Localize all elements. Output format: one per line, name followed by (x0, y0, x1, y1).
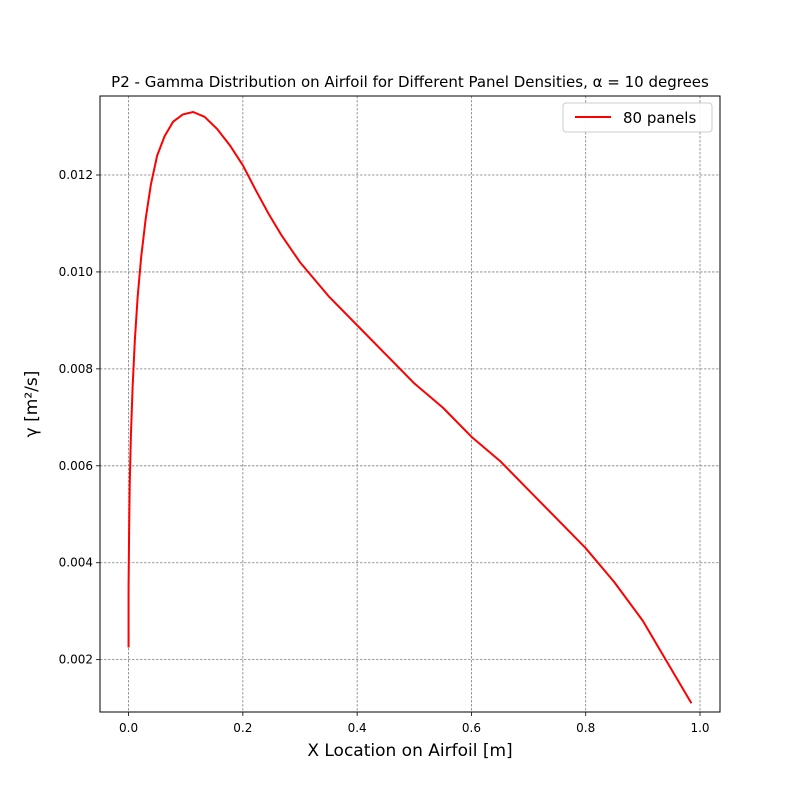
plot-frame (99, 95, 721, 713)
legend-box (562, 102, 713, 133)
x-tick-label: 0.4 (348, 721, 367, 735)
y-tick-label: 0.008 (59, 362, 93, 376)
x-tick-label: 0.0 (119, 721, 138, 735)
y-tick-label: 0.010 (59, 265, 93, 279)
x-axis: 0.0 0.2 0.4 0.6 0.8 1.0 (119, 712, 710, 735)
series-line (127, 110, 693, 704)
plot-area (100, 96, 720, 712)
chart-title: P2 - Gamma Distribution on Airfoil for D… (111, 73, 709, 91)
legend-label: 80 panels (623, 109, 696, 127)
x-tick-label: 0.2 (233, 721, 252, 735)
y-axis-label: γ [m²/s] (22, 371, 42, 438)
x-tick-label: 1.0 (690, 721, 709, 735)
x-tick-label: 0.8 (576, 721, 595, 735)
series-layer (127, 110, 693, 704)
y-tick-label: 0.004 (59, 556, 93, 570)
legend: 80 panels (562, 102, 713, 133)
y-axis: 0.002 0.004 0.006 0.008 0.010 0.012 (59, 168, 100, 667)
grid (100, 96, 720, 712)
y-tick-label: 0.002 (59, 653, 93, 667)
x-axis-label: X Location on Airfoil [m] (307, 741, 512, 761)
y-tick-label: 0.012 (59, 168, 93, 182)
x-tick-label: 0.6 (462, 721, 481, 735)
y-tick-label: 0.006 (59, 459, 93, 473)
